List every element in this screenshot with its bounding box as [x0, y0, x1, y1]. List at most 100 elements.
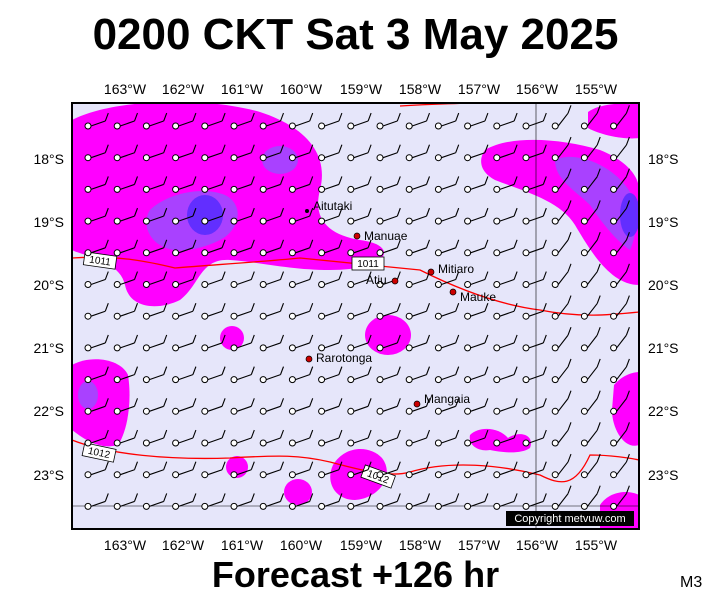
place-label-manuae: Manuae: [364, 229, 408, 243]
lon-label-top: 161°W: [221, 81, 264, 97]
wind-barb: [230, 429, 255, 447]
wind-barb: [142, 303, 168, 320]
wind-barb: [288, 366, 314, 384]
wind-barb: [434, 303, 460, 320]
wind-barb: [493, 239, 518, 257]
wind-barb: [405, 303, 431, 320]
wind-barb: [464, 398, 489, 415]
wind-barb: [84, 334, 109, 352]
wind-barb: [347, 271, 372, 288]
wind-barb: [318, 112, 343, 130]
wind-barb: [113, 334, 139, 352]
wind-barb: [434, 493, 460, 510]
wind-barb: [376, 429, 401, 447]
wind-barb: [347, 176, 372, 193]
svg-text:1011: 1011: [89, 255, 112, 269]
wind-barb: [259, 334, 285, 352]
wind-barb: [376, 239, 401, 257]
lon-label-bottom: 161°W: [221, 537, 264, 553]
wind-barb: [288, 176, 314, 193]
wind-barb: [318, 207, 343, 225]
wind-barb: [201, 398, 226, 415]
wind-barb: [434, 112, 460, 130]
wind-barb: [201, 144, 226, 162]
wind-barb: [551, 295, 572, 320]
wind-barb: [230, 493, 255, 510]
wind-barb: [493, 366, 518, 384]
copyright-box: Copyright metvuw.com: [506, 511, 634, 526]
lon-label-top: 163°W: [104, 81, 147, 97]
svg-text:Copyright metvuw.com: Copyright metvuw.com: [514, 513, 625, 525]
wind-barb: [201, 334, 226, 352]
wind-barb: [376, 112, 401, 130]
wind-barb: [172, 239, 197, 257]
latitude-labels-left: 18°S 19°S 20°S 21°S 22°S 23°S: [33, 151, 64, 483]
lon-label-bottom: 156°W: [516, 537, 559, 553]
wind-barb: [113, 366, 139, 384]
wind-barb: [493, 398, 518, 415]
wind-barb: [84, 461, 109, 479]
wind-barb: [405, 398, 431, 415]
island-dot-mauke: [449, 288, 457, 296]
wind-barb: [405, 112, 431, 130]
model-label: M3: [680, 574, 703, 591]
wind-barb: [376, 144, 401, 162]
lat-label-right: 18°S: [648, 151, 679, 167]
wind-barb: [551, 358, 572, 384]
wind-barb: [113, 461, 139, 479]
wind-barb: [172, 366, 197, 384]
wind-barb: [318, 303, 343, 320]
wind-barb: [434, 398, 460, 415]
wind-barb: [84, 366, 109, 384]
wind-barb: [610, 105, 630, 130]
wind-barb: [201, 303, 226, 320]
wind-barb: [580, 105, 601, 130]
wind-barb: [522, 334, 547, 352]
wind-barb: [493, 176, 518, 193]
wind-barb: [230, 303, 255, 320]
wind-barb: [318, 429, 343, 447]
wind-barb: [551, 453, 572, 479]
wind-barb: [259, 366, 285, 384]
wind-barb: [84, 239, 109, 257]
wind-barb: [347, 112, 372, 130]
wind-barb: [464, 366, 489, 384]
wind-barb: [84, 112, 109, 130]
wind-barb: [288, 398, 314, 415]
wind-barb: [434, 144, 460, 162]
wind-barb: [610, 200, 630, 225]
wind-barb: [464, 176, 489, 193]
wind-barb: [405, 144, 431, 162]
wind-barb: [464, 144, 489, 162]
wind-barb: [580, 422, 601, 447]
wind-barb: [347, 144, 372, 162]
wind-barb: [230, 176, 255, 193]
lon-label-bottom: 155°W: [575, 537, 618, 553]
lon-label-top: 162°W: [162, 81, 205, 97]
lat-label-left: 18°S: [33, 151, 64, 167]
wind-barb: [172, 334, 197, 352]
wind-barb: [405, 176, 431, 193]
wind-barb: [464, 239, 489, 257]
wind-barb: [318, 366, 343, 384]
wind-barb: [376, 207, 401, 225]
wind-barb: [259, 271, 285, 288]
wind-barb: [580, 231, 601, 257]
wind-barb: [288, 112, 314, 130]
wind-barb: [347, 398, 372, 415]
lat-label-right: 22°S: [648, 403, 679, 419]
wind-barb: [259, 144, 285, 162]
wind-barb: [84, 493, 109, 510]
wind-barb: [551, 231, 572, 257]
wind-barb: [493, 461, 518, 479]
wind-barb: [259, 429, 285, 447]
wind-barb: [288, 493, 314, 510]
wind-barb: [405, 334, 431, 352]
lat-label-right: 20°S: [648, 277, 679, 293]
lat-label-left: 20°S: [33, 277, 64, 293]
wind-barb: [172, 271, 197, 288]
island-dot-mangaia: [413, 400, 421, 408]
wind-barb: [259, 207, 285, 225]
lat-label-right: 19°S: [648, 214, 679, 230]
wind-barb: [113, 271, 139, 288]
